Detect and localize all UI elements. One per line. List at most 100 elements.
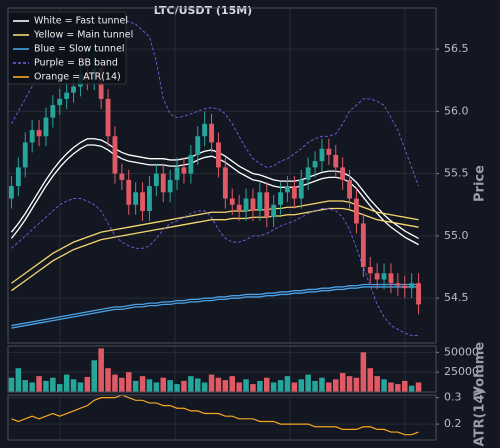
y-axis-label: ATR(14): [473, 389, 488, 447]
candle-body: [278, 192, 283, 205]
candle-body: [381, 273, 387, 280]
y-tick-label: 0.3: [444, 391, 462, 404]
candle-body: [236, 204, 242, 211]
volume-bar: [222, 380, 229, 392]
y-tick-label: 54.5: [444, 291, 469, 304]
candle-body: [367, 267, 373, 274]
candle-body: [50, 105, 56, 118]
volume-bar: [105, 368, 111, 392]
candle-body: [174, 167, 180, 180]
volume-bar: [374, 376, 380, 392]
line: [11, 207, 419, 292]
volume-bar: [346, 376, 353, 392]
candle-body: [243, 198, 249, 211]
volume-bar: [15, 368, 22, 392]
volume-bar: [408, 385, 415, 392]
candle-body: [305, 167, 311, 180]
y-tick-label: 0.2: [444, 417, 462, 430]
y-tick-label: 50000: [444, 345, 479, 358]
volume-bar: [360, 352, 367, 392]
volume-bar: [181, 380, 187, 392]
line: [11, 286, 419, 329]
volume-bar: [125, 372, 132, 392]
candle-body: [402, 285, 408, 289]
y-tick-label: 56.0: [444, 104, 469, 117]
legend-label: White = Fast tunnel: [34, 16, 128, 27]
volume-bar: [215, 377, 222, 392]
candle-body: [153, 173, 159, 187]
panel-frame: [7, 394, 437, 441]
volume-bar: [77, 382, 84, 392]
volume-bar: [153, 382, 160, 392]
volume-bar: [381, 379, 387, 392]
volume-bar: [56, 384, 63, 392]
line: [10, 138, 419, 239]
candle-body: [195, 136, 201, 155]
candle-body: [57, 98, 63, 106]
volume-bar: [298, 379, 305, 392]
volume-bar: [70, 379, 77, 392]
candle-body: [222, 167, 228, 199]
candle-body: [409, 283, 415, 289]
volume-bar: [401, 380, 408, 392]
candle-body: [388, 273, 394, 284]
candle-body: [374, 273, 380, 280]
volume-bar: [208, 374, 215, 392]
volume-bar: [367, 368, 374, 392]
candle-body: [188, 154, 194, 174]
volume-bar: [395, 384, 401, 392]
candle-body: [354, 198, 359, 224]
candle-body: [36, 130, 42, 137]
line: [11, 200, 419, 284]
candle-body: [112, 136, 118, 174]
candle-body: [340, 167, 346, 180]
volume-bar: [339, 372, 346, 392]
volume-bar: [29, 382, 35, 392]
candle-body: [229, 198, 235, 205]
candle-body: [347, 179, 352, 199]
volume-bar: [270, 382, 277, 392]
candle-body: [360, 223, 366, 268]
volume-bar: [229, 376, 236, 392]
volume-bar: [257, 380, 263, 392]
candle-body: [333, 154, 339, 168]
legend: White = Fast tunnel Yellow = Main tunnel B…: [7, 11, 133, 85]
candle-body: [71, 86, 76, 93]
volume-bar: [84, 376, 91, 392]
candle-body: [15, 167, 21, 187]
volume-bar: [263, 377, 270, 392]
y-tick-label: 56.5: [444, 42, 469, 55]
volume-bar: [312, 380, 318, 392]
volume-bar: [146, 379, 153, 392]
volume-bar: [139, 376, 146, 392]
candle-body: [202, 123, 208, 137]
candle-body: [291, 186, 297, 199]
volume-bar: [236, 382, 242, 392]
legend-label: Yellow = Main tunnel: [33, 30, 133, 41]
volume-bar: [353, 377, 360, 392]
y-tick-label: 25000: [444, 365, 479, 378]
candle-body: [126, 179, 132, 205]
candle-body: [140, 192, 145, 211]
candle-body: [29, 130, 35, 143]
volume-bar: [8, 377, 15, 392]
candle-body: [298, 179, 304, 199]
candle-body: [209, 123, 214, 143]
volume-bar: [98, 348, 104, 392]
candle-body: [9, 186, 14, 199]
candle-body: [319, 148, 325, 162]
candle-body: [250, 198, 256, 211]
candle-body: [312, 161, 318, 168]
candle-body: [326, 148, 332, 155]
candle-body: [285, 186, 290, 193]
y-axis-label: Volume: [473, 342, 488, 397]
candle-body: [64, 92, 70, 99]
line: [11, 198, 419, 336]
volume-bar: [277, 380, 284, 392]
candle-body: [181, 167, 187, 174]
volume-bar: [201, 382, 208, 392]
legend-label: Blue = Slow tunnel: [34, 44, 125, 55]
volume-bar: [284, 376, 291, 392]
candle-body: [105, 98, 111, 137]
panel-frame: [7, 7, 437, 344]
